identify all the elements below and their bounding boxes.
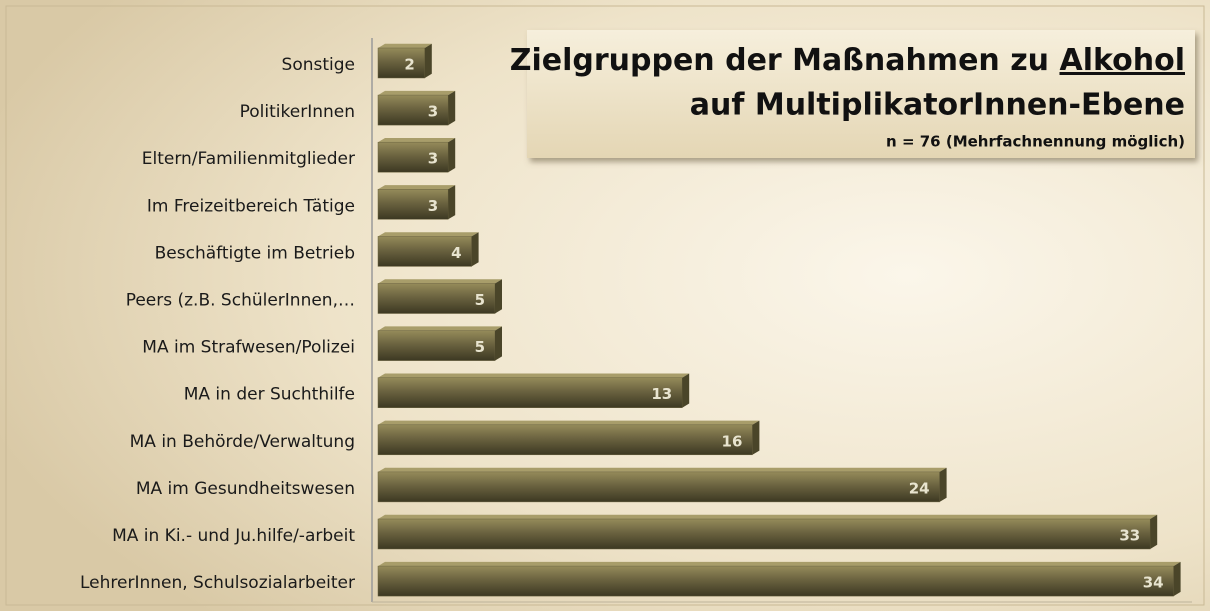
- bar: [377, 565, 1174, 597]
- value-label: 33: [1119, 527, 1140, 545]
- bar-cap: [1150, 514, 1158, 549]
- y-tick-label: MA in Ki.- und Ju.hilfe/-arbeit: [112, 526, 355, 546]
- y-tick-label: PolitikerInnen: [240, 102, 355, 122]
- value-label: 3: [428, 197, 438, 215]
- bar-top: [378, 43, 432, 48]
- value-label: 3: [428, 103, 438, 121]
- bar: [377, 424, 753, 456]
- title-part: Zielgruppen der Maßnahmen zu: [510, 43, 1049, 78]
- value-label: 5: [475, 291, 485, 309]
- y-tick-label: Peers (z.B. SchülerInnen,…: [126, 291, 355, 311]
- subtitle: n = 76 (Mehrfachnennung möglich): [886, 133, 1185, 151]
- bar: [377, 236, 472, 267]
- bar-cap: [682, 373, 690, 408]
- bar-top: [378, 561, 1181, 567]
- y-tick-label: MA im Strafwesen/Polizei: [142, 338, 355, 358]
- frame: [5, 5, 1205, 606]
- y-tick-label: MA im Gesundheitswesen: [136, 479, 355, 499]
- y-tick-label: Beschäftigte im Betrieb: [155, 243, 355, 263]
- bar: [377, 330, 496, 361]
- bar: [377, 47, 426, 79]
- chart-title: Zielgruppen der Maßnahmen zu Alkohol: [510, 43, 1185, 78]
- bar-cap: [939, 467, 947, 502]
- y-tick-label: Im Freizeitbereich Tätige: [147, 196, 355, 216]
- bar: [377, 189, 449, 220]
- bar-top: [378, 326, 502, 331]
- bar-cap: [471, 232, 479, 267]
- bar-top: [378, 138, 456, 143]
- value-label: 34: [1143, 574, 1164, 592]
- bar-top: [378, 373, 690, 378]
- bar-cap: [448, 138, 456, 173]
- bar-cap: [448, 90, 456, 126]
- bar-top: [378, 279, 502, 284]
- y-tick-label: Sonstige: [282, 55, 355, 75]
- bar-top: [378, 232, 479, 237]
- y-tick-label: MA in der Suchthilfe: [184, 385, 355, 405]
- title-emphasis: Alkohol: [1059, 43, 1185, 78]
- bar-cap: [424, 43, 432, 78]
- value-label: 4: [451, 244, 461, 262]
- bar-cap: [1173, 561, 1181, 597]
- y-tick-label: Eltern/Familienmitglieder: [142, 149, 355, 169]
- y-tick-label: MA in Behörde/Verwaltung: [130, 432, 355, 452]
- bar-cap: [448, 185, 456, 220]
- bar: [377, 141, 449, 173]
- bar: [377, 283, 496, 314]
- bar-top: [378, 185, 456, 190]
- title-box: [527, 30, 1195, 158]
- value-label: 2: [404, 56, 414, 74]
- bar: [377, 518, 1151, 550]
- value-label: 3: [428, 150, 438, 168]
- value-label: 24: [909, 479, 930, 497]
- bar-top: [378, 514, 1158, 519]
- bar: [377, 471, 940, 503]
- value-label: 5: [475, 338, 485, 356]
- chart-title-line2: auf MultiplikatorInnen-Ebene: [690, 88, 1185, 123]
- bar: [377, 377, 683, 408]
- bar-cap: [495, 326, 502, 361]
- bars: Sonstige 2 PolitikerInnen 3 Eltern/Familienm…: [80, 43, 1181, 597]
- bar-cap: [752, 420, 760, 455]
- value-label: 16: [722, 432, 743, 450]
- bar-cap: [495, 279, 502, 314]
- bar-top: [378, 467, 947, 472]
- value-label: 13: [651, 385, 672, 403]
- y-tick-label: LehrerInnen, Schulsozialarbeiter: [80, 573, 355, 593]
- bar-top: [378, 420, 760, 425]
- bar-top: [378, 90, 456, 96]
